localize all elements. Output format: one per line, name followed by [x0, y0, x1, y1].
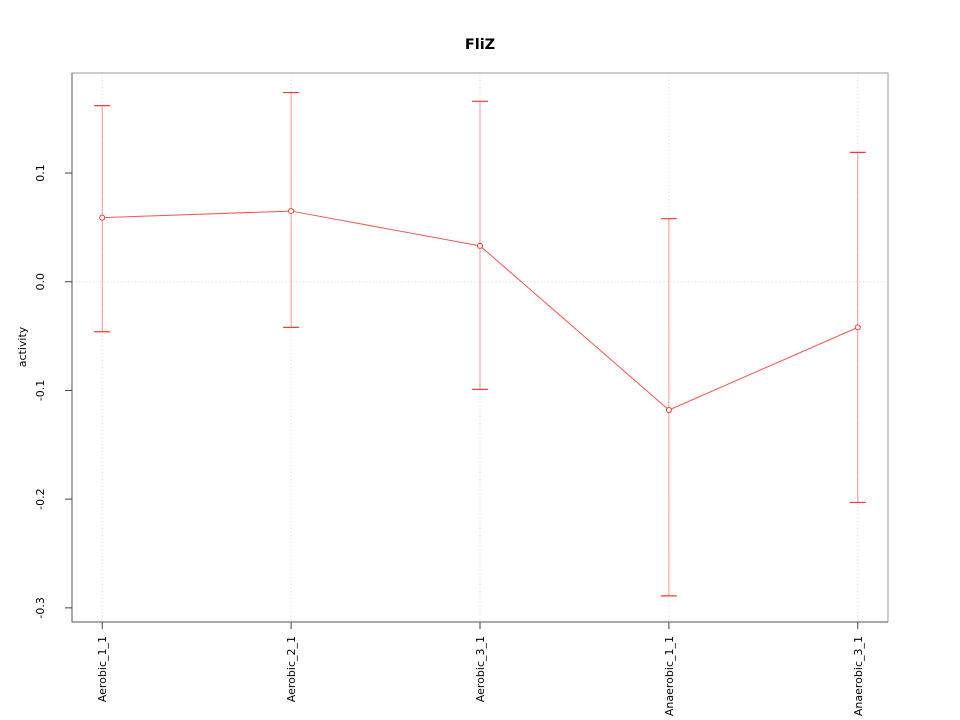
data-point-marker	[854, 324, 861, 331]
data-point-marker	[477, 242, 483, 249]
y-tick-label: 0.0	[34, 273, 47, 291]
y-tick-label: -0.1	[34, 380, 47, 401]
plot-area: 0.1 0.0 -0.1 -0.2 -0.3 Aerobic_1_1 Aerobic_2_1…	[34, 72, 889, 716]
data-point-marker	[99, 214, 106, 221]
y-tick-label: -0.3	[34, 597, 47, 618]
x-tick-label: Aerobic_3_1	[474, 636, 487, 702]
x-tick-label: Aerobic_2_1	[285, 636, 298, 702]
y-tick-label: 0.1	[34, 164, 47, 182]
data-point-marker	[665, 407, 672, 414]
y-axis-label: activity	[16, 326, 29, 367]
x-tick-label: Aerobic_1_1	[96, 636, 109, 702]
y-tick-label: -0.2	[34, 488, 47, 509]
data-point-marker	[288, 208, 295, 215]
x-tick-label: Anaerobic_1_1	[663, 636, 676, 716]
x-tick-label: Anaerobic_3_1	[852, 636, 865, 716]
chart-title: FliZ	[465, 37, 495, 53]
